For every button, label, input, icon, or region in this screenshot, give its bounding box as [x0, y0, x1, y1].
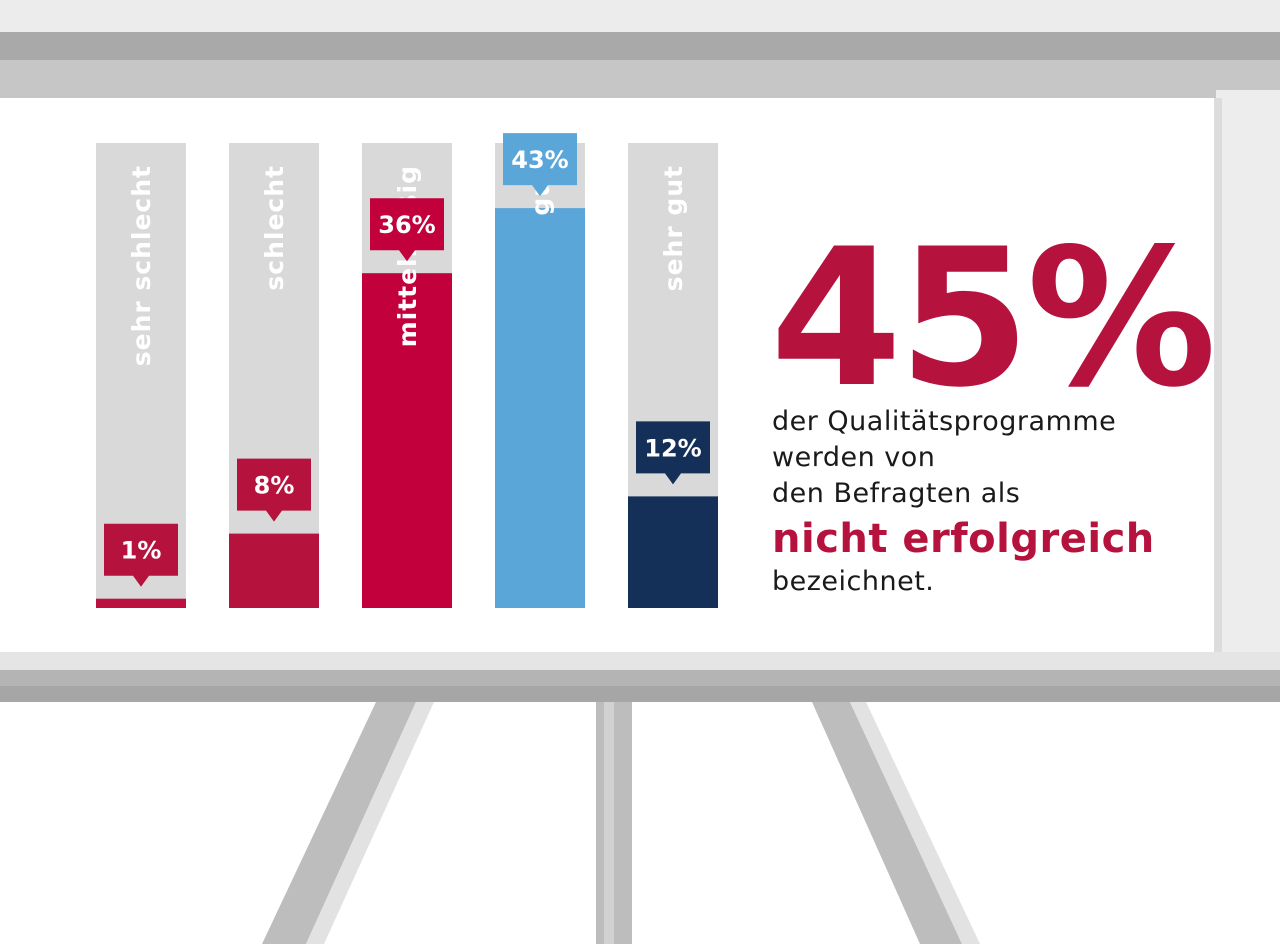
bar: [362, 273, 452, 608]
bar: [495, 208, 585, 608]
easel-leg-left-highlight: [306, 702, 434, 944]
value-badge: [636, 421, 710, 485]
easel-leg-left: [262, 702, 416, 944]
easel-leg-right-highlight: [850, 702, 980, 944]
value-label: 1%: [121, 537, 162, 565]
board-top-face: [0, 0, 1280, 32]
bar: [628, 496, 718, 608]
board-screen: [0, 98, 1214, 654]
category-label: schlecht: [260, 165, 289, 291]
value-badge: [237, 458, 311, 522]
bar: [229, 533, 319, 608]
bar-track: [229, 143, 319, 608]
board-right-edge: [1214, 98, 1222, 658]
value-label: 12%: [644, 434, 701, 462]
headline-line-1: der Qualitätsprogramme: [772, 406, 1117, 437]
value-label: 43%: [511, 146, 568, 174]
category-label: sehr schlecht: [127, 165, 156, 366]
headline-percentage: 45%: [770, 208, 1217, 429]
board-right-side: [1216, 90, 1280, 665]
headline-line-2: werden von: [772, 442, 936, 473]
easel-leg-center-highlight: [604, 702, 614, 944]
headline-highlight: nicht erfolgreich: [772, 516, 1155, 562]
value-label: 8%: [254, 472, 295, 500]
headline-last-line: bezeichnet.: [772, 566, 935, 597]
board-top-shadow: [0, 60, 1280, 98]
value-badge: [503, 133, 577, 197]
value-badge: [370, 198, 444, 262]
headline-line-3: den Befragten als: [772, 478, 1021, 509]
value-badge: [104, 523, 178, 587]
bar: [96, 598, 186, 608]
headline-description: der Qualitätsprogramme werden von den Be…: [772, 404, 1155, 600]
board-bottom-shadow: [0, 686, 1280, 702]
easel-leg-right: [812, 702, 962, 944]
board-bottom-lip: [0, 652, 1280, 672]
value-label: 36%: [378, 211, 435, 239]
category-label: sehr gut: [659, 165, 688, 291]
